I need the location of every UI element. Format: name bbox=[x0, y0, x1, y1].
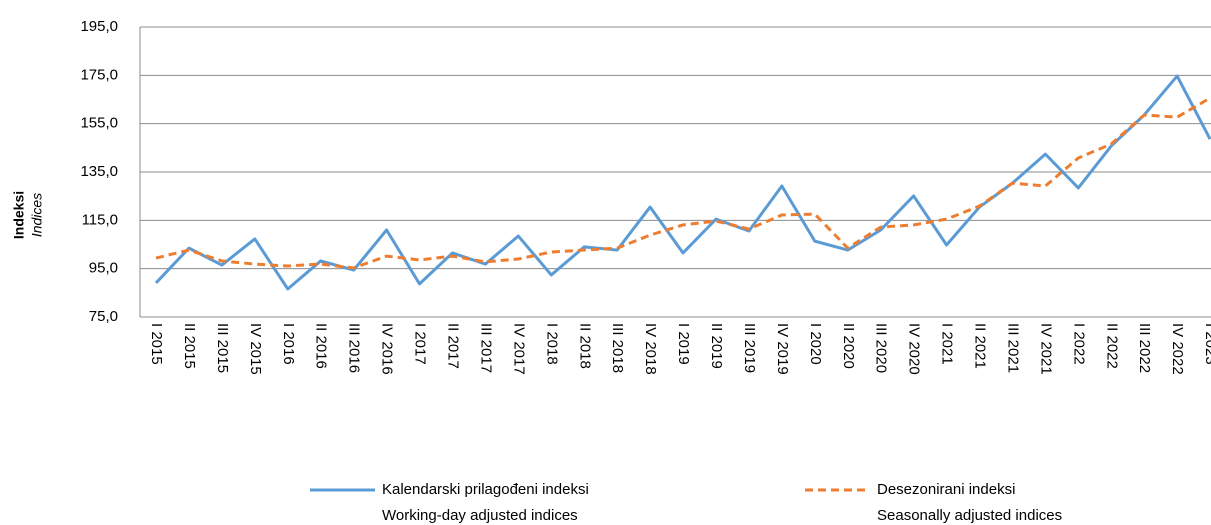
x-tick-label: IV 2015 bbox=[247, 323, 264, 375]
y-tick-label: 195,0 bbox=[80, 18, 118, 35]
x-tick-label: II 2015 bbox=[181, 323, 198, 369]
legend-label: Desezonirani indeksi bbox=[877, 481, 1015, 498]
x-tick-label: I 2023 bbox=[1202, 323, 1211, 365]
y-tick-label: 175,0 bbox=[80, 66, 118, 83]
x-tick-label: III 2020 bbox=[873, 323, 890, 373]
y-tick-label: 95,0 bbox=[89, 260, 118, 277]
y-axis-label-en: Indices bbox=[29, 193, 45, 237]
y-tick-label: 75,0 bbox=[89, 308, 118, 325]
y-tick-label: 115,0 bbox=[82, 211, 118, 228]
x-tick-label: I 2015 bbox=[148, 323, 165, 365]
x-tick-label: III 2016 bbox=[346, 323, 363, 373]
x-tick-label: II 2017 bbox=[444, 323, 461, 369]
legend-label-en: Working-day adjusted indices bbox=[382, 507, 578, 524]
x-tick-label: III 2019 bbox=[741, 323, 758, 373]
x-tick-label: II 2019 bbox=[708, 323, 725, 369]
x-tick-label: III 2018 bbox=[609, 323, 626, 373]
x-tick-label: IV 2019 bbox=[774, 323, 791, 375]
series-line bbox=[155, 96, 1211, 270]
x-tick-label: IV 2017 bbox=[510, 323, 527, 375]
series-line bbox=[154, 74, 1211, 291]
x-tick-label: II 2016 bbox=[313, 323, 330, 369]
x-tick-label: I 2016 bbox=[280, 323, 297, 365]
legend-label: Kalendarski prilagođeni indeksi bbox=[382, 481, 589, 498]
x-tick-label: III 2015 bbox=[214, 323, 231, 373]
x-tick-label: II 2018 bbox=[576, 323, 593, 369]
y-axis-label: Indeksi bbox=[11, 191, 27, 239]
x-tick-label: III 2017 bbox=[477, 323, 494, 373]
x-tick-label: III 2021 bbox=[1004, 323, 1021, 373]
x-tick-label: IV 2021 bbox=[1037, 323, 1054, 375]
x-tick-label: I 2017 bbox=[412, 323, 429, 365]
x-tick-label: IV 2018 bbox=[642, 323, 659, 375]
x-tick-label: I 2019 bbox=[675, 323, 692, 365]
x-tick-label: I 2022 bbox=[1070, 323, 1087, 365]
x-tick-label: II 2022 bbox=[1103, 323, 1120, 369]
x-tick-label: IV 2020 bbox=[906, 323, 923, 375]
y-tick-label: 135,0 bbox=[80, 163, 118, 180]
x-tick-label: III 2022 bbox=[1136, 323, 1153, 373]
x-tick-label: I 2020 bbox=[807, 323, 824, 365]
x-tick-label: IV 2016 bbox=[379, 323, 396, 375]
x-tick-label: I 2021 bbox=[939, 323, 956, 365]
y-tick-label: 155,0 bbox=[80, 115, 118, 132]
x-tick-label: II 2021 bbox=[972, 323, 989, 369]
x-tick-label: IV 2022 bbox=[1169, 323, 1186, 375]
legend-label-en: Seasonally adjusted indices bbox=[877, 507, 1062, 524]
x-tick-label: I 2018 bbox=[543, 323, 560, 365]
x-tick-label: II 2020 bbox=[840, 323, 857, 369]
